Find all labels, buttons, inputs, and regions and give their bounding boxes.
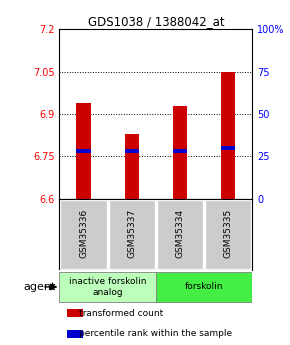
Text: agent: agent (24, 282, 56, 292)
Bar (124, 149, 139, 152)
Bar (156, 272, 252, 302)
Bar (76, 103, 91, 199)
Bar (173, 106, 187, 199)
Bar (60, 199, 107, 269)
Text: percentile rank within the sample: percentile rank within the sample (79, 329, 232, 338)
Text: transformed count: transformed count (79, 309, 163, 318)
Bar (109, 199, 155, 269)
Bar (173, 149, 187, 152)
Bar (221, 146, 235, 150)
Bar (67, 330, 83, 338)
Bar (205, 199, 251, 269)
Text: GSM35336: GSM35336 (79, 208, 88, 258)
Bar (67, 309, 83, 317)
Text: inactive forskolin
analog: inactive forskolin analog (69, 277, 146, 297)
Text: GSM35335: GSM35335 (224, 208, 233, 258)
Text: forskolin: forskolin (185, 283, 223, 292)
Bar (124, 134, 139, 199)
Bar (221, 72, 235, 199)
Bar (76, 149, 91, 152)
Bar (157, 199, 203, 269)
Text: GSM35337: GSM35337 (127, 208, 136, 258)
Text: GSM35334: GSM35334 (175, 208, 184, 258)
Title: GDS1038 / 1388042_at: GDS1038 / 1388042_at (88, 15, 224, 28)
Bar (59, 272, 156, 302)
